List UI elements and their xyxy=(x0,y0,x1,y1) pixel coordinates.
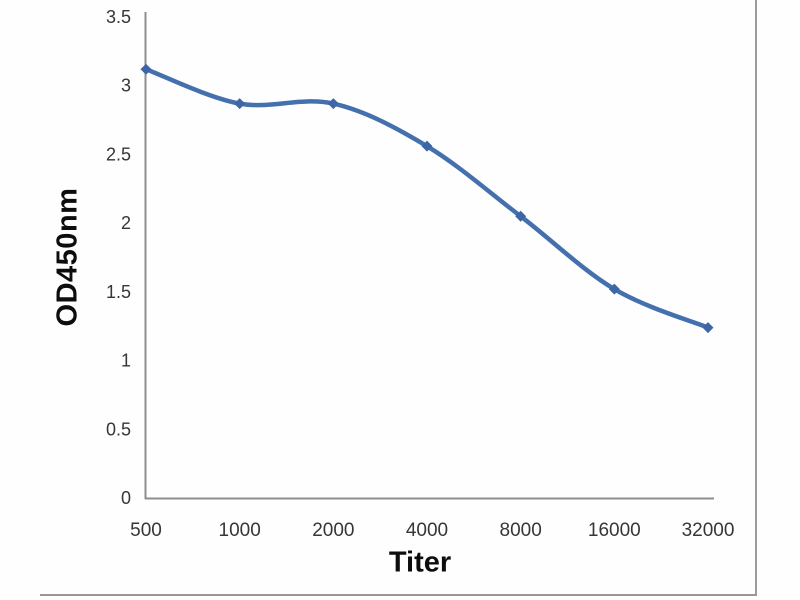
y-tick-label: 3 xyxy=(121,76,131,96)
x-axis-title: Titer xyxy=(388,546,452,579)
data-point-marker xyxy=(702,322,714,334)
x-tick-label: 2000 xyxy=(312,520,354,541)
x-tick-label: 32000 xyxy=(682,520,735,541)
x-tick-label: 4000 xyxy=(406,520,448,541)
image-border-right xyxy=(755,0,757,596)
data-point-marker xyxy=(608,283,620,295)
x-tick-label: 500 xyxy=(130,520,162,541)
y-tick-label: 3.5 xyxy=(106,7,131,27)
y-tick-label: 0.5 xyxy=(106,419,131,439)
data-point-marker xyxy=(234,98,246,110)
image-border-bottom xyxy=(40,594,757,596)
data-point-marker xyxy=(421,140,433,152)
x-tick-label: 16000 xyxy=(588,520,641,541)
x-tick-label: 1000 xyxy=(219,520,261,541)
y-tick-label: 1.5 xyxy=(106,282,131,302)
y-axis-title: OD450nm xyxy=(51,187,84,327)
y-tick-label: 1 xyxy=(121,351,131,371)
x-tick-label: 8000 xyxy=(500,520,542,541)
y-tick-label: 0 xyxy=(121,488,131,508)
titer-curve-line xyxy=(143,66,711,330)
data-point-marker xyxy=(140,63,152,75)
y-tick-label: 2.5 xyxy=(106,144,131,164)
y-tick-label: 2 xyxy=(121,213,131,233)
data-point-marker xyxy=(327,98,339,110)
data-point-marker xyxy=(515,210,527,222)
